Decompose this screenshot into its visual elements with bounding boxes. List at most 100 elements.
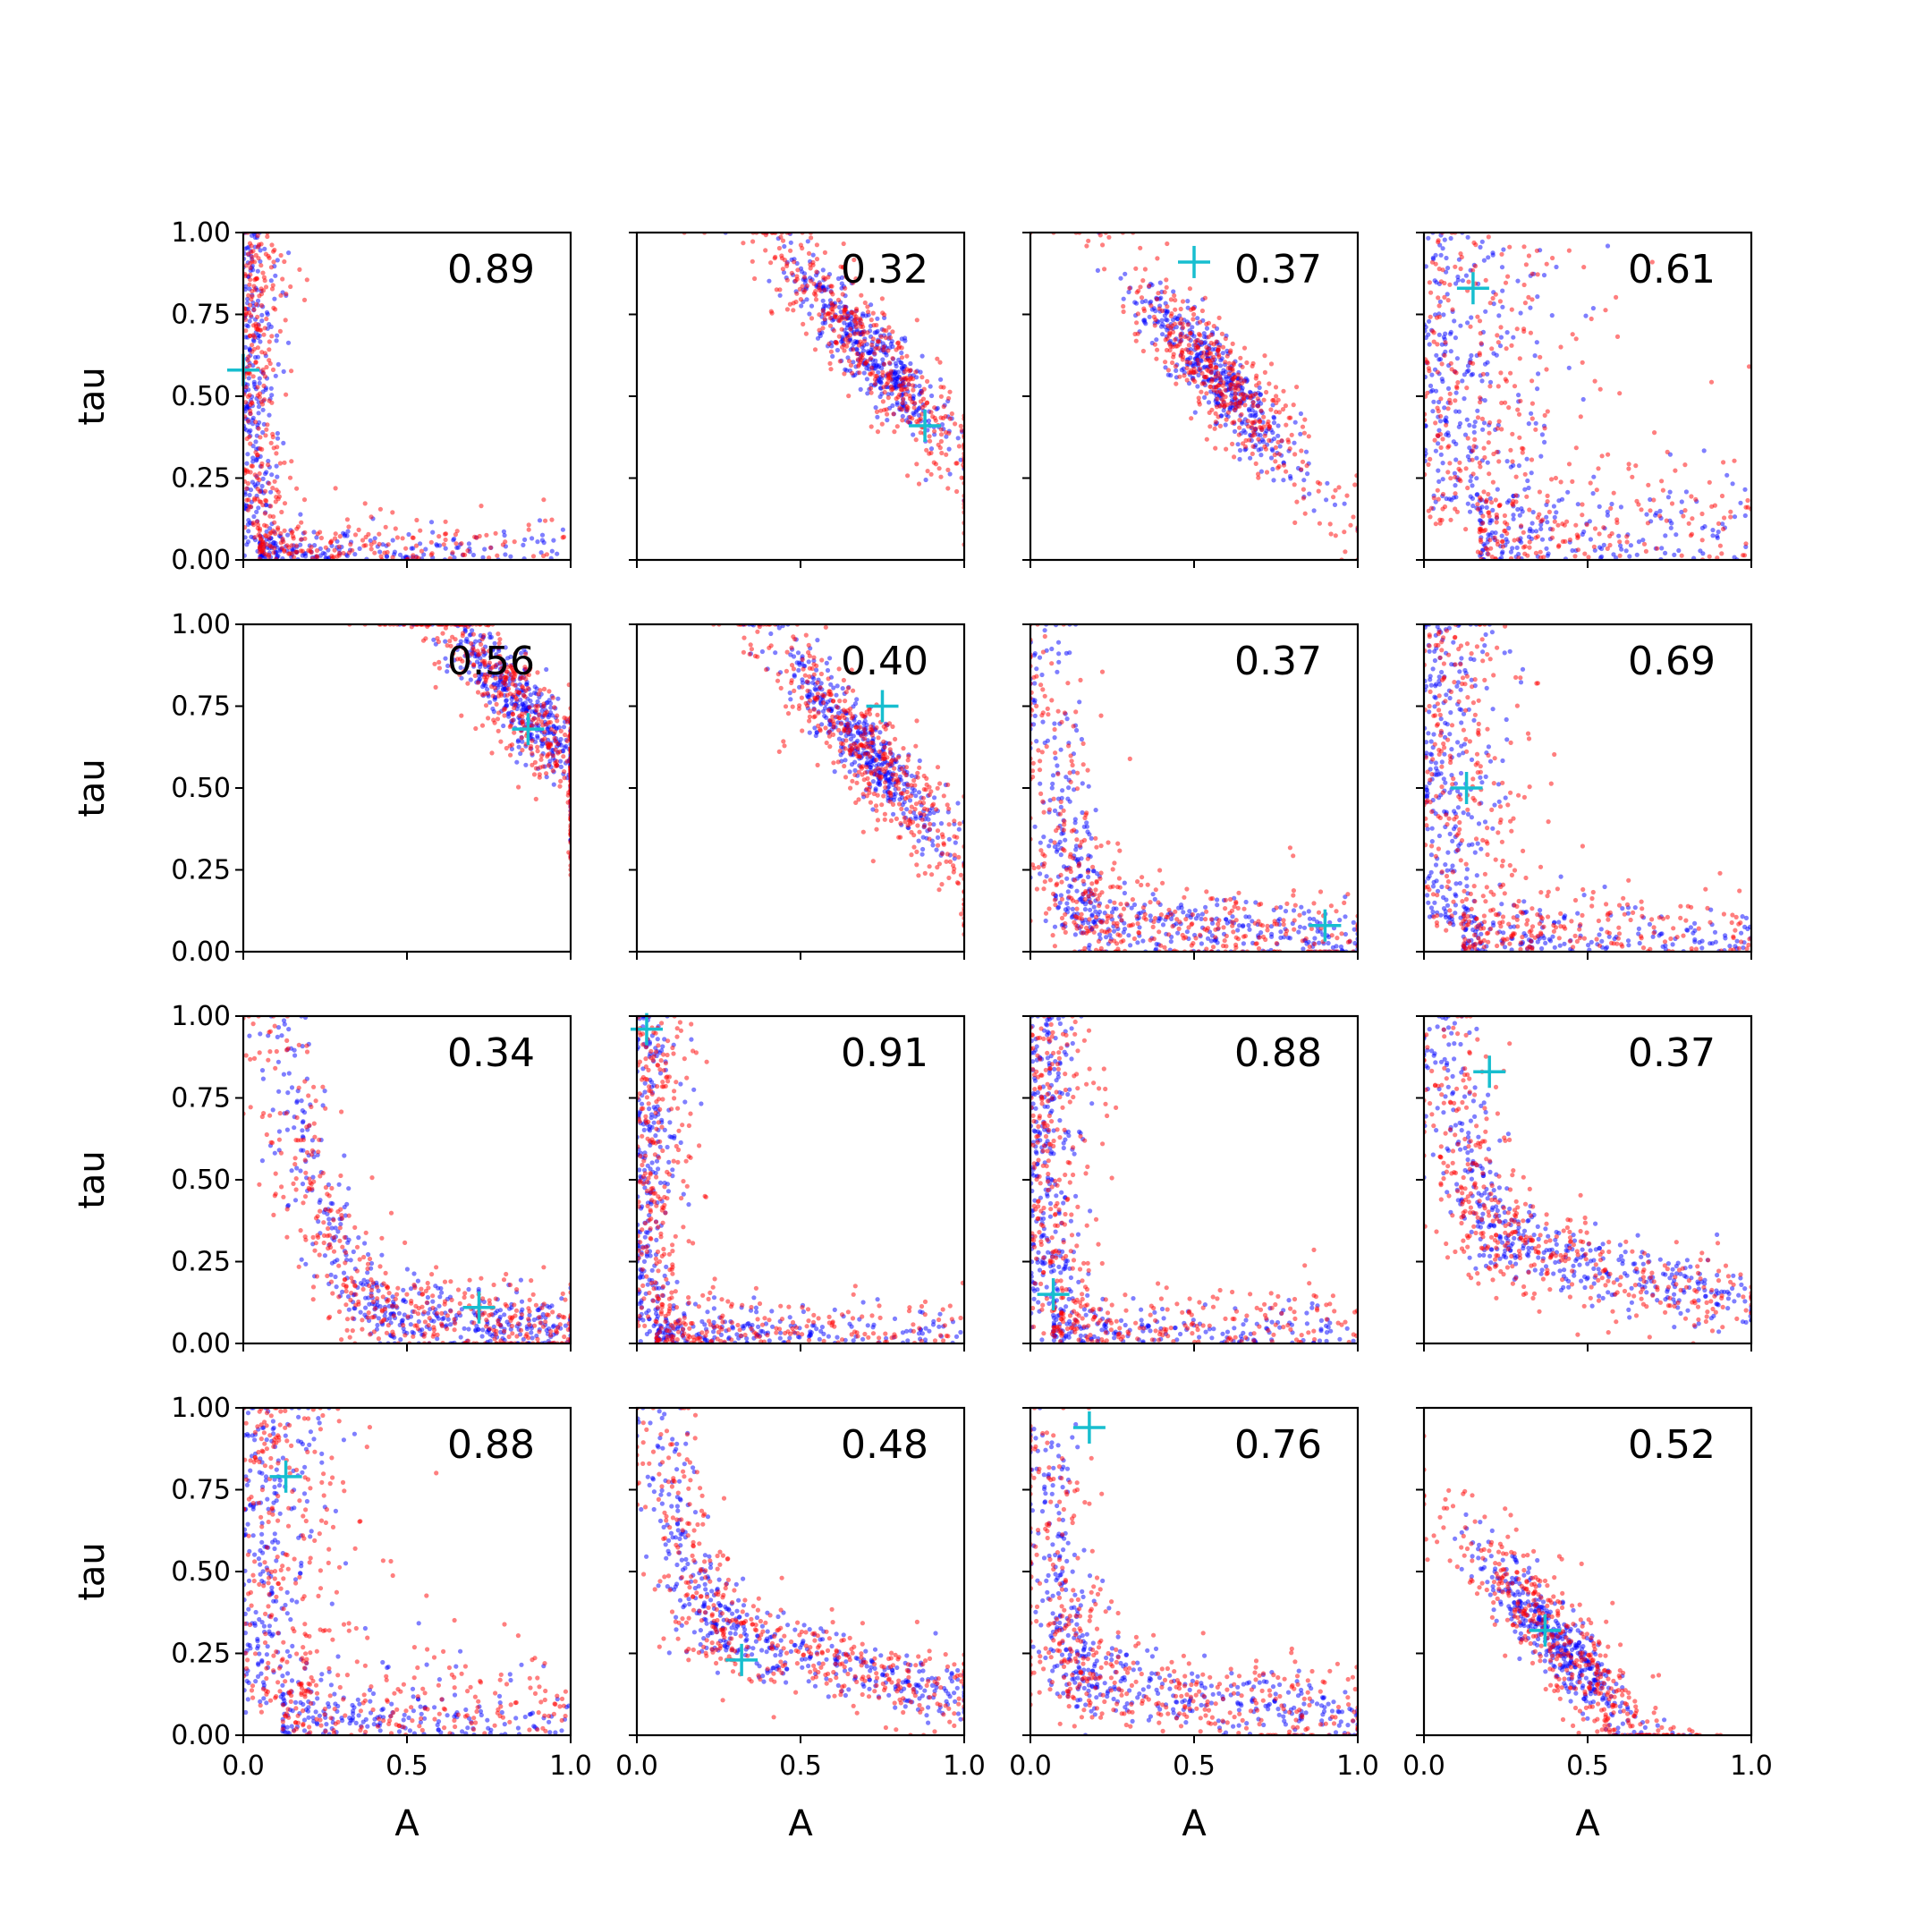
red-point — [822, 250, 828, 255]
red-point — [801, 275, 808, 280]
blue-point — [1438, 252, 1444, 258]
red-point — [553, 747, 558, 752]
blue-point — [1332, 502, 1338, 508]
red-point — [1535, 534, 1540, 539]
red-point — [1191, 306, 1196, 311]
blue-point — [847, 769, 852, 775]
red-point — [293, 543, 299, 548]
red-point — [1494, 520, 1499, 525]
red-point — [278, 292, 284, 298]
red-point — [1509, 343, 1514, 348]
red-point — [251, 307, 257, 312]
red-point — [1741, 553, 1748, 558]
red-point — [1199, 340, 1204, 345]
blue-point — [1456, 424, 1462, 429]
red-point — [1575, 547, 1581, 553]
blue-point — [809, 692, 815, 698]
red-point — [537, 712, 542, 717]
red-point — [1689, 494, 1694, 499]
red-point — [532, 759, 538, 766]
red-point — [258, 286, 264, 292]
red-point — [818, 282, 823, 287]
red-point — [902, 376, 907, 381]
blue-point — [857, 719, 862, 725]
blue-point — [1468, 479, 1473, 484]
blue-point — [272, 296, 277, 301]
red-point — [827, 717, 833, 723]
red-point — [1448, 517, 1453, 522]
red-point — [840, 292, 845, 297]
red-point — [243, 306, 248, 311]
red-point — [1477, 318, 1483, 324]
blue-point — [855, 729, 861, 734]
red-point — [1665, 449, 1670, 454]
red-point — [459, 541, 464, 547]
red-point — [905, 405, 911, 411]
blue-point — [929, 393, 935, 399]
red-point — [1148, 303, 1154, 309]
red-point — [895, 394, 901, 400]
red-point — [1193, 345, 1199, 352]
red-point — [827, 729, 833, 735]
red-point — [1215, 396, 1220, 402]
red-point — [479, 692, 485, 698]
blue-point — [1575, 502, 1580, 507]
red-point — [1253, 461, 1258, 467]
red-point — [481, 632, 487, 639]
blue-point — [443, 639, 448, 644]
red-point — [1165, 241, 1170, 247]
red-point — [504, 745, 509, 751]
blue-point — [397, 552, 403, 557]
red-point — [1427, 280, 1432, 285]
red-point — [1626, 462, 1631, 467]
red-point — [841, 241, 846, 247]
blue-point — [521, 542, 526, 548]
blue-point — [481, 652, 487, 658]
red-point — [1100, 242, 1106, 248]
red-point — [251, 346, 257, 352]
red-point — [1301, 487, 1306, 492]
blue-point — [470, 628, 475, 633]
red-point — [1274, 409, 1279, 415]
blue-point — [820, 298, 826, 303]
red-point — [1237, 425, 1242, 430]
red-point — [1191, 370, 1197, 376]
red-point — [1657, 513, 1663, 519]
red-point — [542, 729, 547, 734]
red-point — [1155, 256, 1160, 261]
red-point — [566, 850, 571, 855]
red-point — [534, 708, 539, 713]
red-point — [897, 383, 902, 388]
red-point — [250, 463, 255, 469]
red-point — [784, 263, 790, 268]
blue-point — [1644, 512, 1649, 517]
blue-point — [1526, 534, 1532, 539]
red-point — [1513, 499, 1519, 504]
red-point — [1174, 381, 1179, 386]
red-point — [523, 688, 529, 693]
red-point — [487, 648, 492, 654]
red-point — [899, 766, 904, 772]
blue-point — [1591, 474, 1597, 479]
red-point — [1487, 301, 1493, 306]
blue-point — [314, 535, 319, 540]
red-point — [1746, 364, 1751, 369]
red-point — [553, 760, 558, 766]
blue-point — [445, 669, 450, 674]
red-point — [520, 683, 525, 690]
red-point — [555, 713, 560, 718]
red-point — [1195, 357, 1200, 362]
red-point — [823, 624, 828, 630]
red-point — [875, 818, 881, 823]
red-point — [258, 292, 265, 297]
red-point — [1182, 334, 1188, 340]
red-point — [1102, 267, 1107, 272]
red-point — [874, 409, 880, 414]
blue-point — [341, 530, 346, 536]
red-point — [1428, 314, 1433, 319]
red-point — [1302, 417, 1308, 422]
blue-point — [1436, 399, 1442, 405]
red-point — [861, 338, 868, 343]
red-point — [882, 817, 887, 822]
blue-point — [555, 696, 561, 701]
